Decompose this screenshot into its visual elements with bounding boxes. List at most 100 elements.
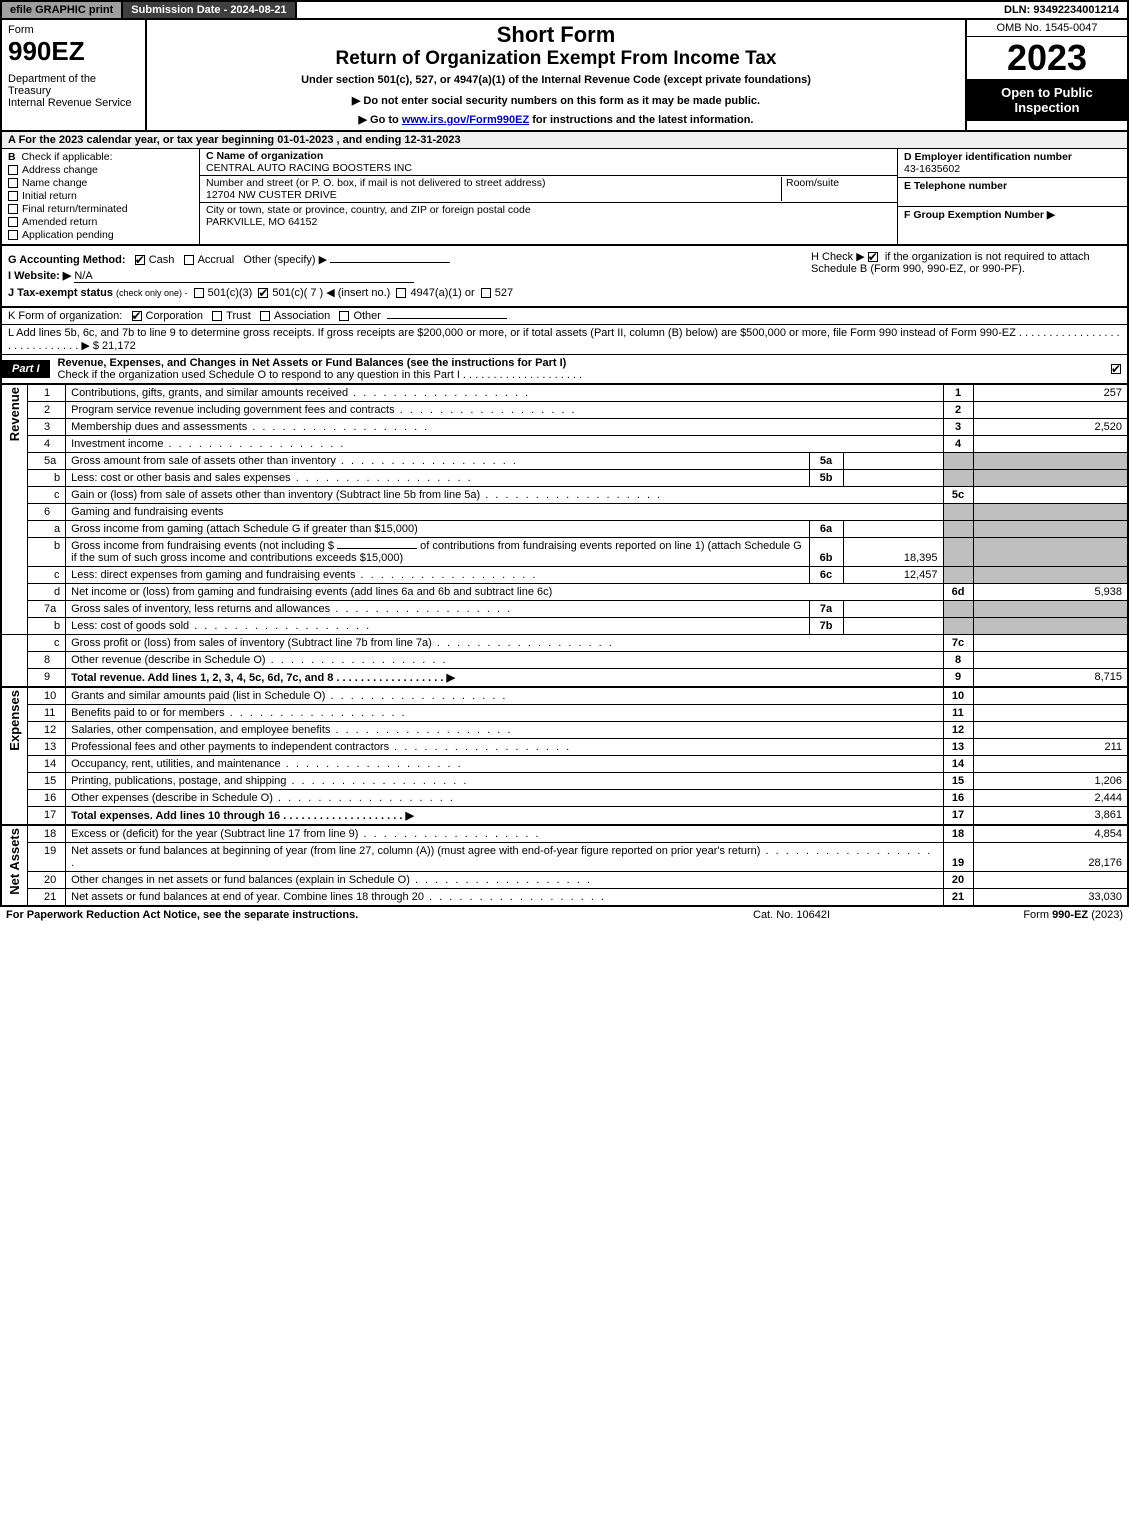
expenses-vert-label: Expenses <box>7 690 22 751</box>
l1-lab: 1 <box>943 385 973 402</box>
l19-val: 28,176 <box>973 843 1128 872</box>
l7b-mlab: 7b <box>809 618 843 635</box>
opt-corporation: Corporation <box>146 310 203 322</box>
l7b-num: b <box>28 618 66 635</box>
l4-num: 4 <box>28 436 66 453</box>
footer-form-bold: 990-EZ <box>1052 909 1088 921</box>
link-post: for instructions and the latest informat… <box>529 114 753 126</box>
accrual-label: Accrual <box>198 254 235 266</box>
room-label: Room/suite <box>786 177 839 189</box>
l14-lab: 14 <box>943 756 973 773</box>
l20-num: 20 <box>28 872 66 889</box>
open-to-public: Open to Public Inspection <box>967 79 1127 121</box>
chk-association[interactable] <box>260 311 270 321</box>
chk-501c3[interactable] <box>194 288 204 298</box>
l8-num: 8 <box>28 652 66 669</box>
l18-val: 4,854 <box>973 825 1128 843</box>
section-a: A For the 2023 calendar year, or tax yea… <box>0 132 1129 149</box>
l21-num: 21 <box>28 889 66 907</box>
l7b-lab-grey <box>943 618 973 635</box>
l6c-val-grey <box>973 567 1128 584</box>
l20-val <box>973 872 1128 889</box>
l6-lab-grey <box>943 504 973 521</box>
section-c: C Name of organization CENTRAL AUTO RACI… <box>200 149 897 244</box>
chk-amended-return[interactable] <box>8 217 18 227</box>
footer-right: Form 990-EZ (2023) <box>953 909 1123 921</box>
footer-cat: Cat. No. 10642I <box>753 909 953 921</box>
chk-name-change[interactable] <box>8 178 18 188</box>
chk-527[interactable] <box>481 288 491 298</box>
dept-treasury: Department of the Treasury Internal Reve… <box>8 73 139 109</box>
h-pre: H Check ▶ <box>811 251 865 263</box>
part-i-header: Part I Revenue, Expenses, and Changes in… <box>0 355 1129 384</box>
efile-button[interactable]: efile GRAPHIC print <box>2 2 123 18</box>
lbl-initial-return: Initial return <box>22 190 77 202</box>
l18-num: 18 <box>28 825 66 843</box>
l6a-lab-grey <box>943 521 973 538</box>
l13-lab: 13 <box>943 739 973 756</box>
chk-accrual[interactable] <box>184 255 194 265</box>
chk-corporation[interactable] <box>132 311 142 321</box>
l1-desc: Contributions, gifts, grants, and simila… <box>71 387 530 399</box>
city-value: PARKVILLE, MO 64152 <box>206 216 317 228</box>
l12-val <box>973 722 1128 739</box>
l7b-mval <box>843 618 943 635</box>
l10-desc: Grants and similar amounts paid (list in… <box>71 690 507 702</box>
part-i-tag: Part I <box>2 360 50 378</box>
l3-desc: Membership dues and assessments <box>71 421 429 433</box>
chk-501c[interactable] <box>258 288 268 298</box>
l4-val <box>973 436 1128 453</box>
l17-lab: 17 <box>943 807 973 826</box>
chk-4947[interactable] <box>396 288 406 298</box>
d-ein-label: D Employer identification number <box>904 151 1072 163</box>
l6c-num: c <box>28 567 66 584</box>
other-org-input[interactable] <box>387 318 507 319</box>
l6a-mlab: 6a <box>809 521 843 538</box>
l5a-lab-grey <box>943 453 973 470</box>
l11-val <box>973 705 1128 722</box>
l5b-desc: Less: cost or other basis and sales expe… <box>71 472 473 484</box>
l6c-lab-grey <box>943 567 973 584</box>
chk-trust[interactable] <box>212 311 222 321</box>
l15-val: 1,206 <box>973 773 1128 790</box>
chk-address-change[interactable] <box>8 165 18 175</box>
l6b-blank[interactable] <box>337 548 417 549</box>
chk-cash[interactable] <box>135 255 145 265</box>
page-footer: For Paperwork Reduction Act Notice, see … <box>0 907 1129 923</box>
opt-association: Association <box>274 310 330 322</box>
l7a-mval <box>843 601 943 618</box>
l3-num: 3 <box>28 419 66 436</box>
chk-application-pending[interactable] <box>8 230 18 240</box>
l5b-mval <box>843 470 943 487</box>
l-value: 21,172 <box>102 340 136 352</box>
l11-num: 11 <box>28 705 66 722</box>
spacer <box>297 2 996 18</box>
top-bar: efile GRAPHIC print Submission Date - 20… <box>0 0 1129 20</box>
chk-final-return[interactable] <box>8 204 18 214</box>
chk-initial-return[interactable] <box>8 191 18 201</box>
l6b-mlab: 6b <box>809 538 843 567</box>
subtitle: Under section 501(c), 527, or 4947(a)(1)… <box>151 74 961 86</box>
chk-other-org[interactable] <box>339 311 349 321</box>
l6b-mval: 18,395 <box>843 538 943 567</box>
irs-link-line: ▶ Go to www.irs.gov/Form990EZ for instru… <box>151 113 961 126</box>
l6-desc: Gaming and fundraising events <box>66 504 943 521</box>
l13-desc: Professional fees and other payments to … <box>71 741 571 753</box>
other-label: Other (specify) ▶ <box>243 254 327 266</box>
l6a-desc: Gross income from gaming (attach Schedul… <box>66 521 809 538</box>
other-input[interactable] <box>330 262 450 263</box>
l5a-num: 5a <box>28 453 66 470</box>
footer-left: For Paperwork Reduction Act Notice, see … <box>6 909 753 921</box>
chk-schedule-b[interactable] <box>868 252 878 262</box>
l6a-val-grey <box>973 521 1128 538</box>
chk-part-i-schedule-o[interactable] <box>1111 364 1121 374</box>
l3-lab: 3 <box>943 419 973 436</box>
l4-desc: Investment income <box>71 438 345 450</box>
opt-4947: 4947(a)(1) or <box>410 287 474 299</box>
l16-desc: Other expenses (describe in Schedule O) <box>71 792 455 804</box>
l6a-num: a <box>28 521 66 538</box>
irs-link[interactable]: www.irs.gov/Form990EZ <box>402 114 529 126</box>
l9-lab: 9 <box>943 669 973 688</box>
l17-val: 3,861 <box>973 807 1128 826</box>
l7c-num: c <box>28 635 66 652</box>
